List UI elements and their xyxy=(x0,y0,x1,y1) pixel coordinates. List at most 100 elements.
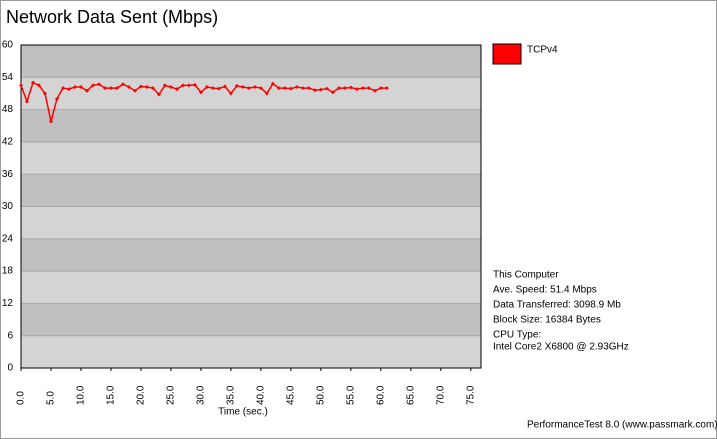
x-tick-label: 25.0 xyxy=(166,385,177,405)
data-point xyxy=(270,81,275,86)
y-tick-label: 6 xyxy=(7,330,13,341)
y-tick-label: 48 xyxy=(2,104,14,115)
x-tick-label: 5.0 xyxy=(46,391,57,405)
y-tick-label: 36 xyxy=(2,169,14,180)
x-tick-label: 15.0 xyxy=(106,385,117,405)
plot-border xyxy=(20,44,482,369)
y-tick-label: 30 xyxy=(2,201,14,212)
data-point xyxy=(222,84,227,89)
data-point xyxy=(282,86,287,91)
data-point xyxy=(156,92,161,97)
x-tick-label: 55.0 xyxy=(345,385,356,405)
y-tick-label: 24 xyxy=(2,233,14,244)
data-point xyxy=(342,86,347,91)
data-point xyxy=(198,90,203,95)
data-point xyxy=(60,86,65,91)
data-point xyxy=(54,96,59,101)
data-point xyxy=(300,86,305,91)
data-point xyxy=(102,86,107,91)
data-point xyxy=(336,86,341,91)
data-point xyxy=(360,86,365,91)
data-point xyxy=(114,86,119,91)
info-text: CPU Type: xyxy=(493,330,541,341)
footer: PerformanceTest 8.0 (www.passmark.com) xyxy=(527,420,717,431)
y-tick-label: 12 xyxy=(2,298,14,309)
x-tick-label: 30.0 xyxy=(196,385,207,405)
data-point xyxy=(348,85,353,90)
y-tick-label: 0 xyxy=(7,363,13,374)
data-point xyxy=(228,91,233,96)
data-point xyxy=(180,83,185,88)
data-point xyxy=(108,86,113,91)
data-point xyxy=(120,82,125,87)
legend-swatch xyxy=(492,43,522,65)
data-point xyxy=(216,86,221,91)
info-text: Ave. Speed: 51.4 Mbps xyxy=(493,285,597,296)
info-text: Block Size: 16384 Bytes xyxy=(493,315,601,326)
data-point xyxy=(36,83,41,88)
grid-band xyxy=(21,303,481,336)
data-point xyxy=(19,83,23,88)
data-point xyxy=(276,86,281,91)
data-point xyxy=(372,88,377,93)
data-point xyxy=(258,86,263,91)
data-point xyxy=(84,88,89,93)
x-tick-label: 40.0 xyxy=(256,385,267,405)
x-axis-label: Time (sec.) xyxy=(218,407,268,418)
data-point xyxy=(306,86,311,91)
data-point xyxy=(246,86,251,91)
data-point xyxy=(42,91,47,96)
x-tick-label: 50.0 xyxy=(316,385,327,405)
y-tick-label: 54 xyxy=(2,72,14,83)
legend-label: TCPv4 xyxy=(527,45,558,56)
data-point xyxy=(48,119,53,124)
data-point xyxy=(324,86,329,91)
info-text: Intel Core2 X6800 @ 2.93GHz xyxy=(493,342,629,353)
info-text: This Computer xyxy=(493,270,559,281)
data-point xyxy=(78,84,83,89)
data-point xyxy=(174,87,179,92)
data-point xyxy=(366,86,371,91)
grid-band xyxy=(21,174,481,207)
grid-band xyxy=(21,238,481,272)
data-point xyxy=(168,84,173,89)
data-point xyxy=(132,88,137,93)
grid-band xyxy=(21,45,481,78)
data-point xyxy=(66,87,71,92)
data-point xyxy=(240,84,245,89)
x-tick-label: 70.0 xyxy=(435,385,446,405)
data-point xyxy=(252,84,257,89)
x-tick-label: 20.0 xyxy=(136,385,147,405)
data-point xyxy=(264,91,269,96)
data-point xyxy=(204,84,209,89)
data-point xyxy=(330,90,335,95)
x-tick-label: 10.0 xyxy=(76,385,87,405)
data-point xyxy=(162,83,167,88)
data-point xyxy=(126,84,131,89)
data-point xyxy=(318,87,323,92)
data-point xyxy=(144,84,149,89)
x-tick-label: 0.0 xyxy=(16,391,27,405)
data-point xyxy=(138,84,143,89)
data-point xyxy=(96,82,101,87)
data-point xyxy=(192,82,197,87)
data-point xyxy=(150,86,155,91)
data-point xyxy=(288,86,293,91)
x-tick-label: 75.0 xyxy=(465,385,476,405)
y-tick-label: 18 xyxy=(2,266,14,277)
x-tick-label: 65.0 xyxy=(405,385,416,405)
x-tick-label: 60.0 xyxy=(375,385,386,405)
data-point xyxy=(384,86,389,91)
y-tick-label: 60 xyxy=(2,40,14,51)
data-point xyxy=(186,83,191,88)
data-point xyxy=(30,80,35,85)
data-point xyxy=(378,86,383,91)
data-point xyxy=(72,84,77,89)
grid-band xyxy=(21,109,481,142)
data-point xyxy=(354,87,359,92)
x-tick-label: 35.0 xyxy=(226,385,237,405)
data-point xyxy=(312,88,317,93)
y-tick-label: 42 xyxy=(2,137,14,148)
data-point xyxy=(24,99,29,104)
